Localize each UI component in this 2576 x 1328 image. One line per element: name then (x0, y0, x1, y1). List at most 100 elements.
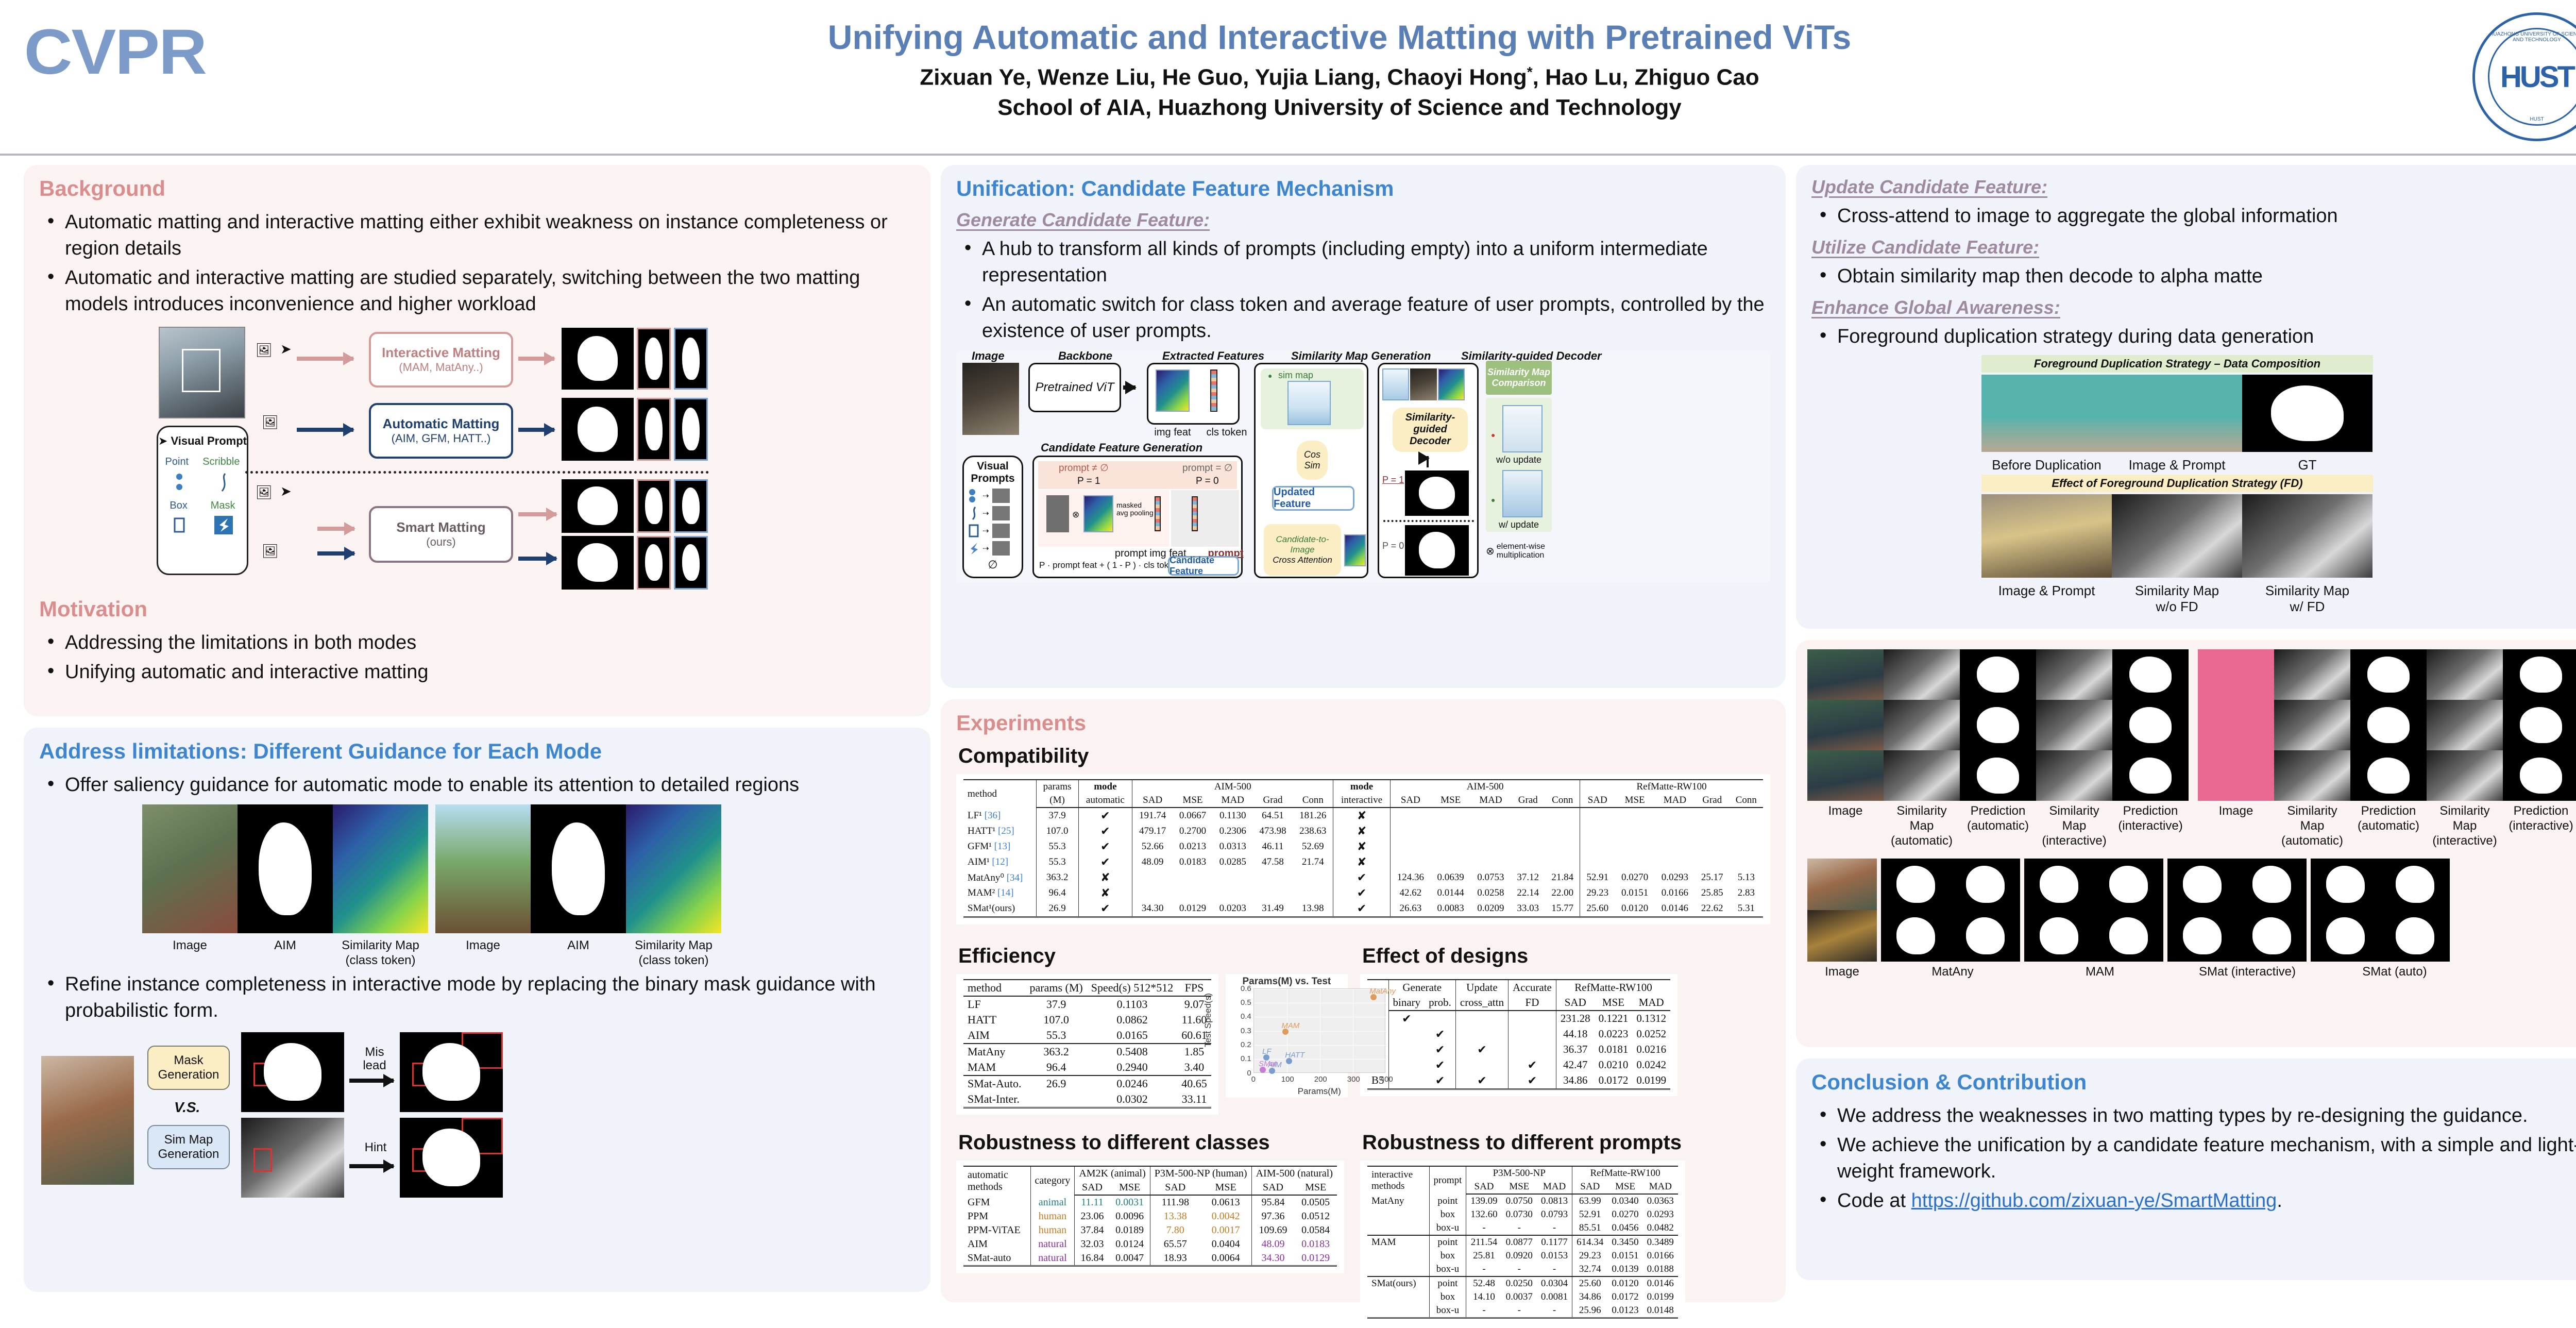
decoder-divider (1383, 519, 1474, 522)
list-item-code: Code at https://github.com/zixuan-ye/Sma… (1816, 1187, 2576, 1214)
list-item: Cross-attend to image to aggregate the g… (1816, 202, 2576, 229)
table-row: PPM human 23.06 0.0096 13.38 0.0042 97.36 0.051… (963, 1209, 1337, 1223)
page-title: Unifying Automatic and Interactive Matti… (827, 18, 1852, 56)
table-cell: 2.83 (1737, 887, 1755, 898)
code-prefix: Code at (1837, 1189, 1911, 1212)
table-cell: 44.18 (1563, 1028, 1588, 1040)
table-cell: 132.60 (1470, 1209, 1498, 1220)
mask-icon (971, 542, 978, 554)
table-row: HATT 107.0 0.0862 11.60 (963, 1012, 1211, 1028)
table-cell (1431, 823, 1471, 839)
list-item: We achieve the unification by a candidat… (1816, 1131, 2576, 1185)
experiments-card: Experiments Compatibility method params … (941, 699, 1786, 1325)
table-cell: ✔ (1425, 1041, 1456, 1057)
fd-banner-1: Foreground Duplication Strategy – Data C… (1981, 355, 2373, 373)
table-cell: 29.23 (1586, 887, 1609, 898)
rp-sub-mad: MAD (1536, 1180, 1573, 1195)
sub-sad: SAD (1132, 794, 1173, 808)
unification-card: Unification: Candidate Feature Mechanism… (941, 165, 1786, 688)
result-crop-blue (674, 479, 708, 533)
cmp-mam-a (2024, 910, 2094, 962)
table-cell: 479.17 (1139, 826, 1166, 836)
decoder-input-feat (1438, 368, 1465, 400)
y-tick-label: 0.4 (1240, 1012, 1251, 1021)
saliency-image-1 (142, 804, 238, 933)
author-names: Zixuan Ye, Wenze Liu, He Guo, Yujia Lian… (920, 64, 1527, 90)
table-cell (1026, 1091, 1087, 1108)
cls-token-caption: cls token (1206, 426, 1247, 438)
table-cell: 26.63 (1399, 903, 1422, 914)
table-cell (1173, 870, 1213, 885)
cos-sim-box: Cos Sim (1297, 440, 1328, 480)
qual-caption: Similarity Map (interactive) (2432, 804, 2497, 848)
automatic-matting-sub: (AIM, GFM, HATT..) (391, 432, 491, 445)
arrow-smart-interactive-out (518, 507, 557, 521)
table-cell: SMat-Auto. (963, 1074, 1026, 1091)
table-cell: 52.66 (1141, 841, 1164, 852)
hust-logo-bottom-text: HUST (2530, 116, 2544, 122)
table-cell: 0.0730 (1505, 1209, 1533, 1220)
saliency-caption: AIM (567, 938, 589, 952)
rc-sub-mse: MSE (1109, 1181, 1150, 1196)
table-cell: box-u (1429, 1221, 1467, 1235)
table-cell (1253, 870, 1293, 885)
result-thumb (562, 397, 634, 461)
table-cell: ✔ (1078, 854, 1133, 870)
prompt-caption: prompt (1114, 547, 1147, 559)
table-cell (963, 916, 1763, 919)
col-aim500-inter: AIM-500 (1390, 779, 1581, 794)
table-cell: 0.0210 (1598, 1058, 1629, 1071)
sim-map-label: sim map (1278, 369, 1314, 380)
result-crop-pink (637, 535, 671, 590)
robust-classes-table-body: GFM animal 11.11 0.0031 111.98 0.0613 95.84 0.0… (963, 1195, 1337, 1268)
table-cell (1695, 808, 1730, 823)
grid-line (1253, 1031, 1386, 1032)
table-cell: 0.0037 (1505, 1291, 1533, 1302)
enhance-bullets: Foreground duplication strategy during d… (1816, 323, 2576, 350)
cmp-mam-a (2024, 859, 2094, 911)
eff-col-speed: Speed(s) 512*512 (1087, 979, 1178, 997)
x-tick-label: 300 (1347, 1074, 1360, 1084)
table-cell: AIM (968, 1028, 990, 1041)
table-cell (1367, 1290, 1430, 1304)
interactive-matting-box: Interactive Matting (MAM, MatAny..) (369, 331, 513, 388)
table-row: MatAny⁰ [34] 363.2 ✘ ✔ 124.36 0.0639 0.0753 37.… (963, 870, 1763, 885)
scribble-mask-thumb (992, 506, 1010, 520)
table-cell: 96.4 (1036, 885, 1079, 901)
table-cell: 14.10 (1473, 1291, 1495, 1302)
table-row: MatAny 363.2 0.5408 1.85 (963, 1043, 1211, 1060)
sub-grad: Grad (1694, 794, 1730, 808)
table-cell: 42.62 (1399, 887, 1422, 898)
table-cell: 0.3489 (1642, 1235, 1678, 1249)
cmp-caption: SMat (auto) (2362, 965, 2427, 979)
table-row: box 132.60 0.0730 0.0793 52.91 0.0270 0.0293 (1367, 1208, 1678, 1221)
code-repository-link[interactable]: https://github.com/zixuan-ye/SmartMattin… (1911, 1189, 2277, 1212)
rp-col-prompt: prompt (1429, 1166, 1467, 1194)
rp-col-methods: interactive methods (1367, 1166, 1430, 1194)
table-cell: 21.74 (1293, 854, 1334, 870)
table-cell: 139.09 (1470, 1196, 1498, 1206)
table-cell: ✔ (1425, 1057, 1456, 1073)
qualitative-group-left: Image Similarity Map (automatic) Predict… (1807, 649, 2190, 848)
table-cell: 21.84 (1545, 870, 1581, 885)
table-cell: - (1536, 1304, 1573, 1318)
visual-prompt-title: Visual Prompt (171, 434, 247, 447)
table-cell: - (1517, 1222, 1521, 1233)
address-bullet-2: Refine instance completeness in interact… (43, 970, 915, 1024)
table-cell (1695, 839, 1730, 854)
table-cell: 25.85 (1701, 887, 1723, 898)
code-suffix: . (2277, 1189, 2282, 1212)
result-crop-blue (674, 327, 708, 390)
table-cell: 0.0096 (1109, 1209, 1150, 1223)
table-cell: 36.37 (1563, 1043, 1588, 1055)
table-cell: 211.54 (1466, 1235, 1502, 1249)
robust-prompts-table-wrap: interactive methods prompt P3M-500-NP Re… (1360, 1161, 1685, 1325)
table-cell: 48.09 (1141, 856, 1164, 867)
table-cell: 29.23 (1579, 1250, 1601, 1261)
table-cell: 0.0302 (1116, 1092, 1148, 1105)
grid-line (1253, 1059, 1386, 1060)
table-cell: 11.11 (1081, 1197, 1104, 1208)
table-cell: 0.5408 (1087, 1043, 1178, 1060)
